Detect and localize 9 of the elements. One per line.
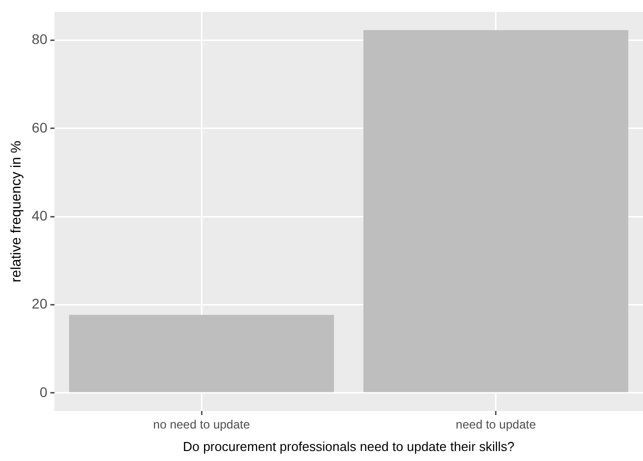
y-tick-label: 0 (40, 384, 48, 400)
x-axis-title: Do procurement professionals need to update their skills? (182, 438, 515, 454)
y-tick-label: 80 (32, 31, 48, 48)
x-tick-label: no need to update (153, 418, 250, 432)
y-tick-label: 40 (32, 207, 48, 224)
x-tick-label: need to update (456, 418, 536, 432)
y-tick-label: 20 (32, 296, 48, 312)
y-tick-label: 60 (32, 119, 48, 136)
y-axis-title: relative frequency in % (7, 140, 24, 282)
